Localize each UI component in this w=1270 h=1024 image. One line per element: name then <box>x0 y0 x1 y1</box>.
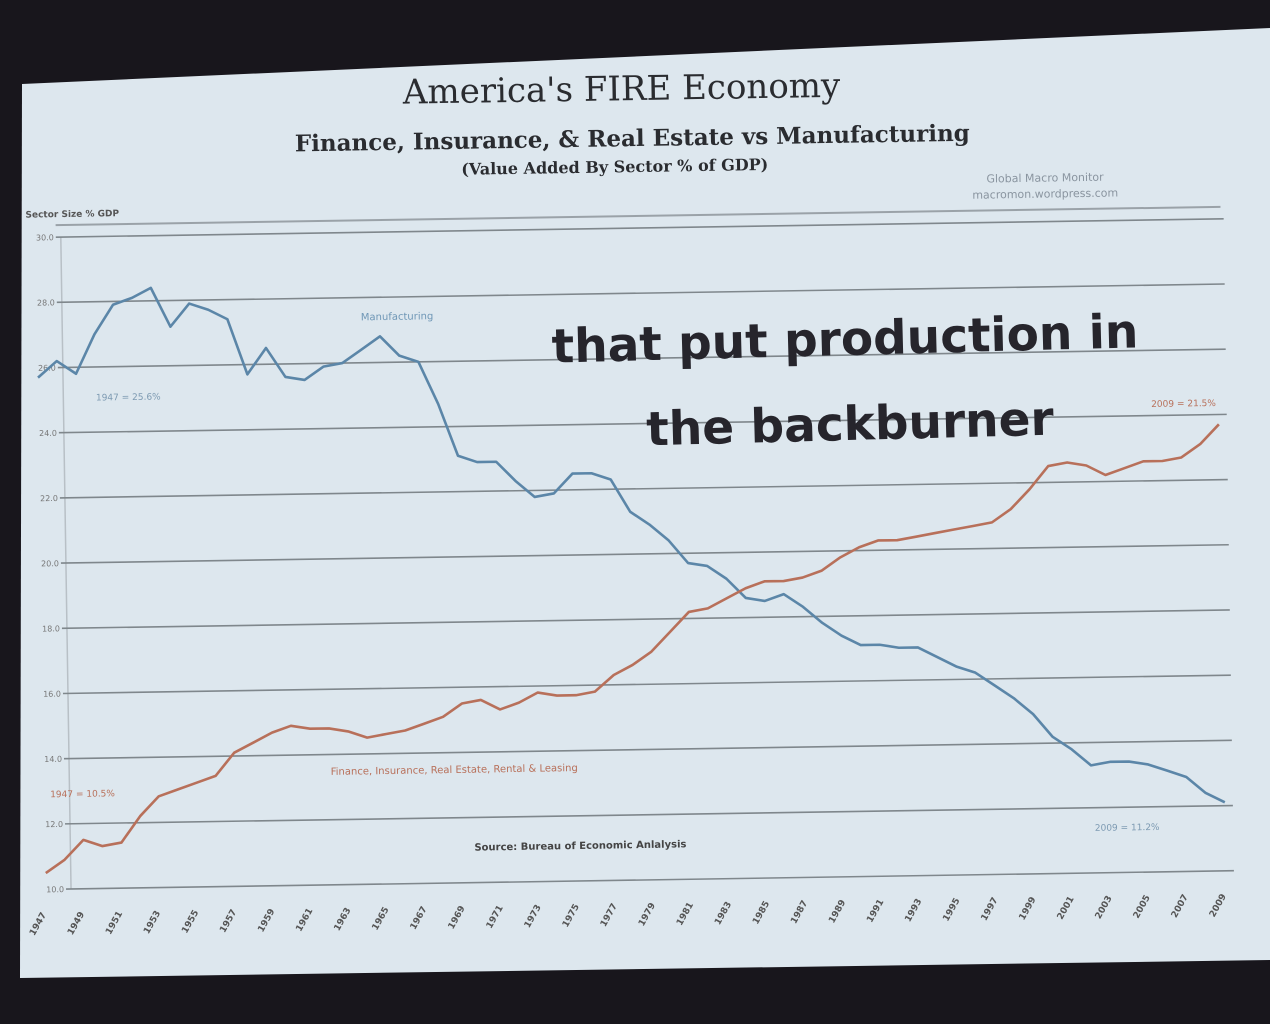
gridline <box>55 217 1224 238</box>
y-axis-label: Sector Size % GDP <box>25 209 119 220</box>
series-line-fire <box>45 423 1220 875</box>
gridline <box>63 739 1232 760</box>
annotation-manufacturing-end: 2009 = 11.2% <box>1095 823 1160 834</box>
gridline <box>58 413 1227 434</box>
y-tick-label: 18.0 <box>42 624 60 633</box>
y-tick-label: 20.0 <box>41 559 59 568</box>
gridline <box>56 283 1225 304</box>
gridline <box>65 804 1233 825</box>
series-label-manufacturing: Manufacturing <box>361 311 434 323</box>
y-tick-label: 22.0 <box>40 494 58 503</box>
gridline <box>57 348 1226 369</box>
annotation-fire-end: 2009 = 21.5% <box>1151 399 1216 410</box>
y-tick-label: 30.0 <box>36 233 54 242</box>
gridline <box>59 478 1228 499</box>
annotation-fire-start: 1947 = 10.5% <box>50 789 115 800</box>
y-tick-label: 16.0 <box>43 690 61 699</box>
chart-subtitle-units: (Value Added By Sector % of GDP) <box>461 155 768 179</box>
overlay-caption-line2: the backburner <box>646 392 1056 458</box>
y-tick-label: 12.0 <box>45 820 63 829</box>
gridline <box>62 674 1231 695</box>
watermark-line1: Global Macro Monitor <box>986 171 1104 186</box>
y-tick-label: 10.0 <box>46 885 64 894</box>
y-tick-label: 28.0 <box>37 298 55 307</box>
gridline <box>61 609 1230 630</box>
chart-title: America's FIRE Economy <box>402 66 842 113</box>
series-line-manufacturing <box>37 286 1226 804</box>
annotation-manufacturing-start: 1947 = 25.6% <box>96 393 161 404</box>
y-tick-label: 14.0 <box>44 755 62 764</box>
watermark-line2: macromon.wordpress.com <box>972 186 1118 201</box>
y-tick-label: 24.0 <box>39 429 57 438</box>
plot-top-border <box>55 205 1221 227</box>
source-note: Source: Bureau of Economic Anlalysis <box>474 839 686 853</box>
projection-screen <box>20 28 1270 978</box>
gridline <box>66 869 1234 890</box>
series-label-fire: Finance, Insurance, Real Estate, Rental … <box>331 763 578 778</box>
gridline <box>60 543 1229 564</box>
